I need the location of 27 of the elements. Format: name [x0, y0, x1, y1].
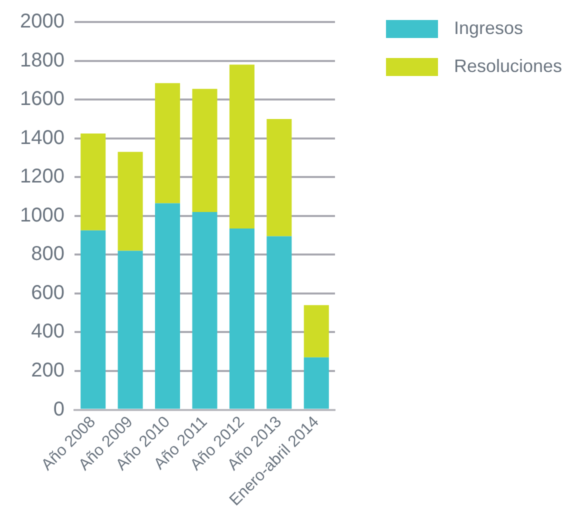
y-tick-label: 1600: [20, 88, 64, 110]
bar: [304, 305, 329, 358]
y-tick-label: 200: [31, 360, 64, 382]
y-tick-label: 400: [31, 320, 64, 343]
bar: [266, 236, 292, 409]
legend-label: Resoluciones: [454, 56, 562, 77]
y-tick-label: 0: [53, 398, 64, 420]
bar: [229, 228, 254, 409]
y-tick-label: 2000: [20, 10, 64, 33]
bar: [229, 64, 254, 228]
bar: [80, 133, 106, 230]
y-tick-label: 1200: [20, 166, 64, 188]
y-tick-label: 800: [31, 243, 64, 266]
bar: [266, 118, 292, 236]
y-tick-label: 1000: [20, 204, 64, 226]
y-tick-label: 1400: [20, 126, 64, 149]
bar: [155, 83, 180, 204]
bar: [304, 357, 329, 409]
bar: [192, 212, 218, 409]
bar: [118, 152, 143, 251]
legend-label: Ingresos: [454, 18, 524, 39]
bar: [192, 88, 218, 212]
bar: [118, 250, 143, 409]
y-tick-label: 1800: [20, 49, 64, 72]
bar: [80, 230, 106, 409]
y-tick-label: 600: [31, 282, 64, 304]
bar: [155, 203, 180, 409]
